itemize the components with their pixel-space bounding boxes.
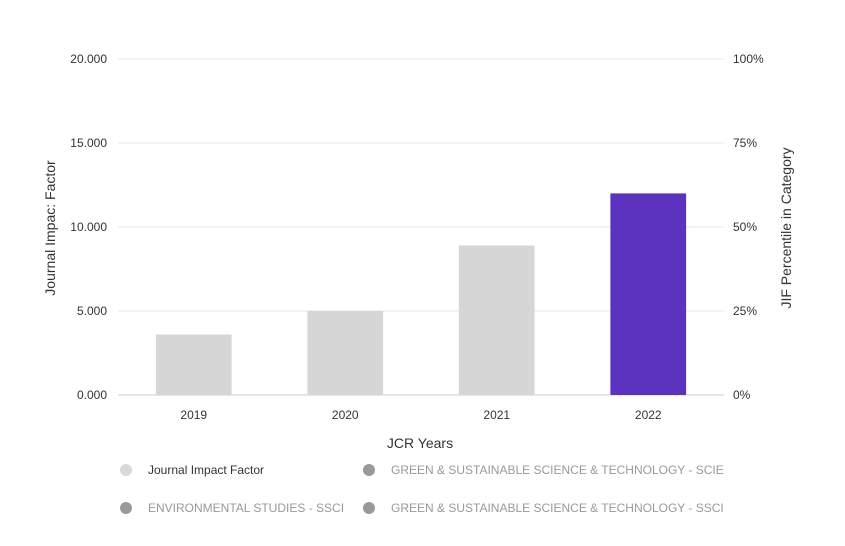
bar-2022[interactable] [610, 193, 687, 395]
y2-tick-label: 25% [733, 304, 757, 318]
bar-2020[interactable] [307, 311, 384, 395]
legend-item[interactable]: GREEN & SUSTAINABLE SCIENCE & TECHNOLOGY… [355, 498, 735, 518]
y2-tick-label: 100% [733, 52, 764, 66]
legend-label: GREEN & SUSTAINABLE SCIENCE & TECHNOLOGY… [391, 501, 724, 515]
legend-label: GREEN & SUSTAINABLE SCIENCE & TECHNOLOGY… [391, 463, 724, 477]
y-tick-label: 5.000 [77, 304, 107, 318]
legend-item[interactable]: ENVIRONMENTAL STUDIES - SSCI [112, 498, 355, 518]
y-axis-ticks: 0.000 5.000 10.000 15.000 20.000 [70, 52, 107, 402]
legend-label: Journal Impact Factor [148, 463, 265, 477]
legend-item[interactable]: Journal Impact Factor [112, 460, 355, 480]
bar-2019[interactable] [155, 334, 232, 395]
y-tick-label: 15.000 [70, 136, 107, 150]
y-tick-label: 20.000 [70, 52, 107, 66]
legend-item[interactable]: GREEN & SUSTAINABLE SCIENCE & TECHNOLOGY… [355, 460, 735, 480]
x-axis-title: JCR Years [387, 435, 453, 451]
y-axis-title: Journal Impac: Factor [42, 160, 58, 296]
y2-tick-label: 50% [733, 220, 757, 234]
x-axis-ticks: 2019 2020 2021 2022 [180, 408, 662, 422]
legend-label: ENVIRONMENTAL STUDIES - SSCI [148, 501, 345, 515]
x-tick-label: 2021 [483, 408, 510, 422]
y2-axis-ticks: 0% 25% 50% 75% 100% [733, 52, 764, 402]
x-tick-label: 2022 [635, 408, 662, 422]
y-tick-label: 0.000 [77, 388, 107, 402]
legend-dot-icon [120, 502, 132, 514]
legend-dot-icon [120, 464, 132, 476]
chart-legend: Journal Impact Factor GREEN & SUSTAINABLE… [112, 460, 752, 518]
x-tick-label: 2019 [180, 408, 207, 422]
y2-tick-label: 0% [733, 388, 751, 402]
legend-dot-icon [363, 464, 375, 476]
x-tick-label: 2020 [332, 408, 359, 422]
y2-tick-label: 75% [733, 136, 757, 150]
bar-2021[interactable] [458, 245, 535, 395]
bars [155, 193, 687, 395]
legend-dot-icon [363, 502, 375, 514]
y-tick-label: 10.000 [70, 220, 107, 234]
y2-axis-title: JIF Percentile in Category [778, 147, 794, 308]
